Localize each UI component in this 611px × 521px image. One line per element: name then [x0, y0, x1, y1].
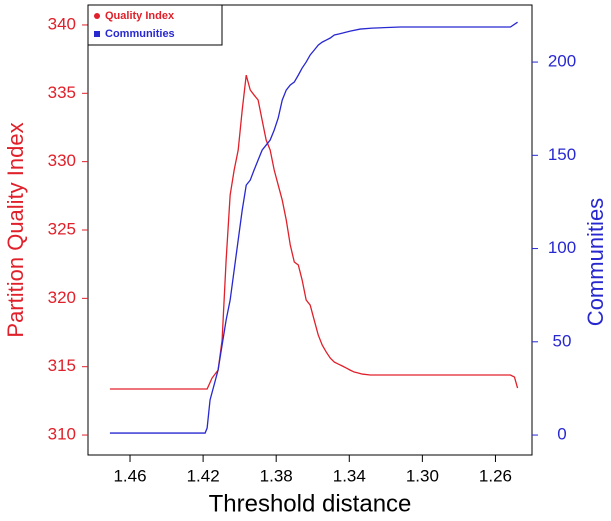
x-tick-label: 1.30	[406, 466, 439, 485]
series-line	[109, 74, 519, 390]
y2-tick-label: 50	[553, 331, 572, 350]
x-tick-label: 1.34	[333, 466, 366, 485]
x-tick-label: 1.26	[479, 466, 512, 485]
y-axis-title: Partition Quality Index	[3, 122, 28, 337]
x-axis-title: Threshold distance	[209, 490, 412, 517]
y2-tick-label: 150	[548, 145, 576, 164]
y-tick-label: 315	[48, 356, 76, 375]
legend-marker	[94, 31, 100, 37]
y2-tick-label: 100	[548, 238, 576, 257]
y2-tick-label: 0	[557, 425, 566, 444]
legend-label: Communities	[105, 28, 175, 40]
y-tick-label: 320	[48, 288, 76, 307]
x-tick-label: 1.42	[187, 466, 220, 485]
x-tick-label: 1.46	[113, 466, 146, 485]
y-tick-label: 335	[48, 83, 76, 102]
legend-label: Quality Index	[105, 10, 175, 22]
y2-tick-label: 200	[548, 52, 576, 71]
plot-frame	[87, 4, 533, 456]
y2-axis-title: Communities	[583, 198, 608, 326]
legend-marker	[94, 13, 100, 19]
y-tick-label: 325	[48, 219, 76, 238]
x-tick-label: 1.38	[260, 466, 293, 485]
y-tick-label: 340	[48, 14, 76, 33]
series-line	[109, 21, 518, 434]
y-tick-label: 310	[48, 425, 76, 444]
y-tick-label: 330	[48, 151, 76, 170]
legend-box	[87, 4, 223, 46]
